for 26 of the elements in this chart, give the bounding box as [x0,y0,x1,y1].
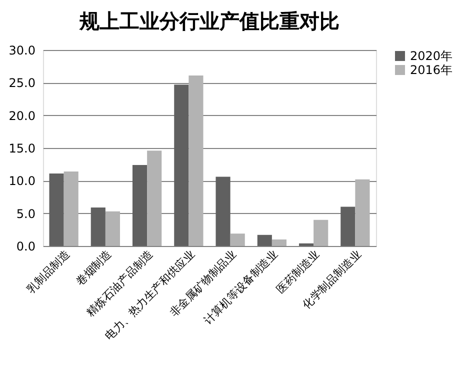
bar [272,239,287,246]
bar [132,164,148,246]
bar [188,75,204,246]
y-tick-label: 25.0 [8,76,36,90]
bar [90,207,106,246]
bar [230,234,245,246]
bar [216,176,230,246]
y-tick-label: 10.0 [8,174,36,188]
bar [355,179,370,246]
bar [340,206,356,246]
y-tick-label: 0.0 [16,240,36,254]
y-tick-label: 5.0 [16,206,36,221]
chart-title: 规上工业分行业产值比重对比 [78,9,340,33]
bar [105,211,120,246]
y-tick-label: 30.0 [8,44,36,58]
bar [64,172,78,246]
bar [49,173,64,246]
bar [257,234,272,246]
bar [314,220,328,246]
bar [298,243,314,246]
bar [147,150,162,246]
legend-label: 2020年 [410,49,453,63]
y-tick-label: 20.0 [8,108,36,123]
legend-label: 2016年 [410,63,453,77]
bar [174,84,189,246]
y-tick-label: 15.0 [8,142,36,156]
